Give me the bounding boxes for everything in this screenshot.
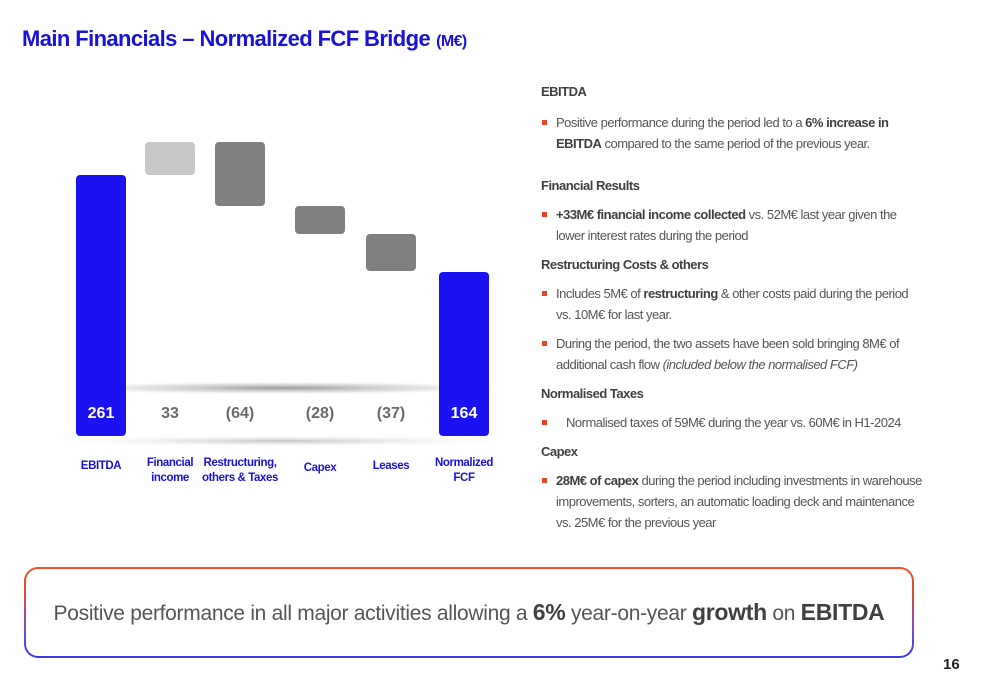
section-title-ebitda: EBITDA [541,84,587,99]
category-label: EBITDA [80,460,122,472]
key-message-banner: Positive performance in all major activi… [24,567,914,658]
bullet-square-icon [542,120,547,125]
category-label: Restructuring, others & Taxes [202,457,278,484]
bullet-ebitda-performance: Positive performance during the period l… [541,112,926,154]
bar-capex [295,206,345,234]
bullet-capex: 28M€ of capex during the period includin… [541,470,926,533]
chart-floor-shadow-top [43,381,520,395]
section-title-taxes: Normalised Taxes [541,386,644,401]
bullet-square-icon [542,478,547,483]
key-message-inner: Positive performance in all major activi… [26,569,912,656]
chart-floor-shadow-bottom [33,435,520,447]
category-label: Normalized FCF [435,457,493,484]
data-label: (28) [305,405,335,422]
data-label: 164 [450,405,478,422]
bar-ebitda [76,175,126,436]
data-label: 261 [87,405,115,422]
section-title-capex: Capex [541,444,578,459]
bullet-square-icon [542,341,547,346]
page-title: Main Financials – Normalized FCF Bridge (… [22,26,467,52]
data-label: (64) [225,405,255,422]
data-label: 33 [161,405,179,422]
category-label: Capex [303,462,337,474]
bullet-normalised-taxes: Normalised taxes of 59M€ during the year… [541,412,926,433]
bullet-restructuring-costs: Includes 5M€ of restructuring & other co… [541,283,926,325]
bullet-square-icon [542,212,547,217]
bar-leases [366,234,416,271]
data-label: (37) [376,405,406,422]
bullet-financial-income: +33M€ financial income collected vs. 52M… [541,204,926,246]
bullet-assets-sold: During the period, the two assets have b… [541,333,926,375]
key-message-text: Positive performance in all major activi… [53,599,885,625]
bar-restructuring-others-taxes [215,142,265,206]
bullet-square-icon [542,291,547,296]
bar-financial-income [145,142,195,175]
bar-normalized-fcf [439,272,489,436]
page-title-unit: (M€) [436,33,467,50]
page-title-text: Main Financials – Normalized FCF Bridge [22,26,431,51]
category-label: Financial income [146,457,194,484]
category-label: Leases [372,460,410,472]
page-number: 16 [943,656,960,673]
section-title-restructuring: Restructuring Costs & others [541,257,709,272]
bullet-square-icon [542,420,547,425]
fcf-bridge-chart [33,142,520,447]
section-title-financial: Financial Results [541,178,640,193]
